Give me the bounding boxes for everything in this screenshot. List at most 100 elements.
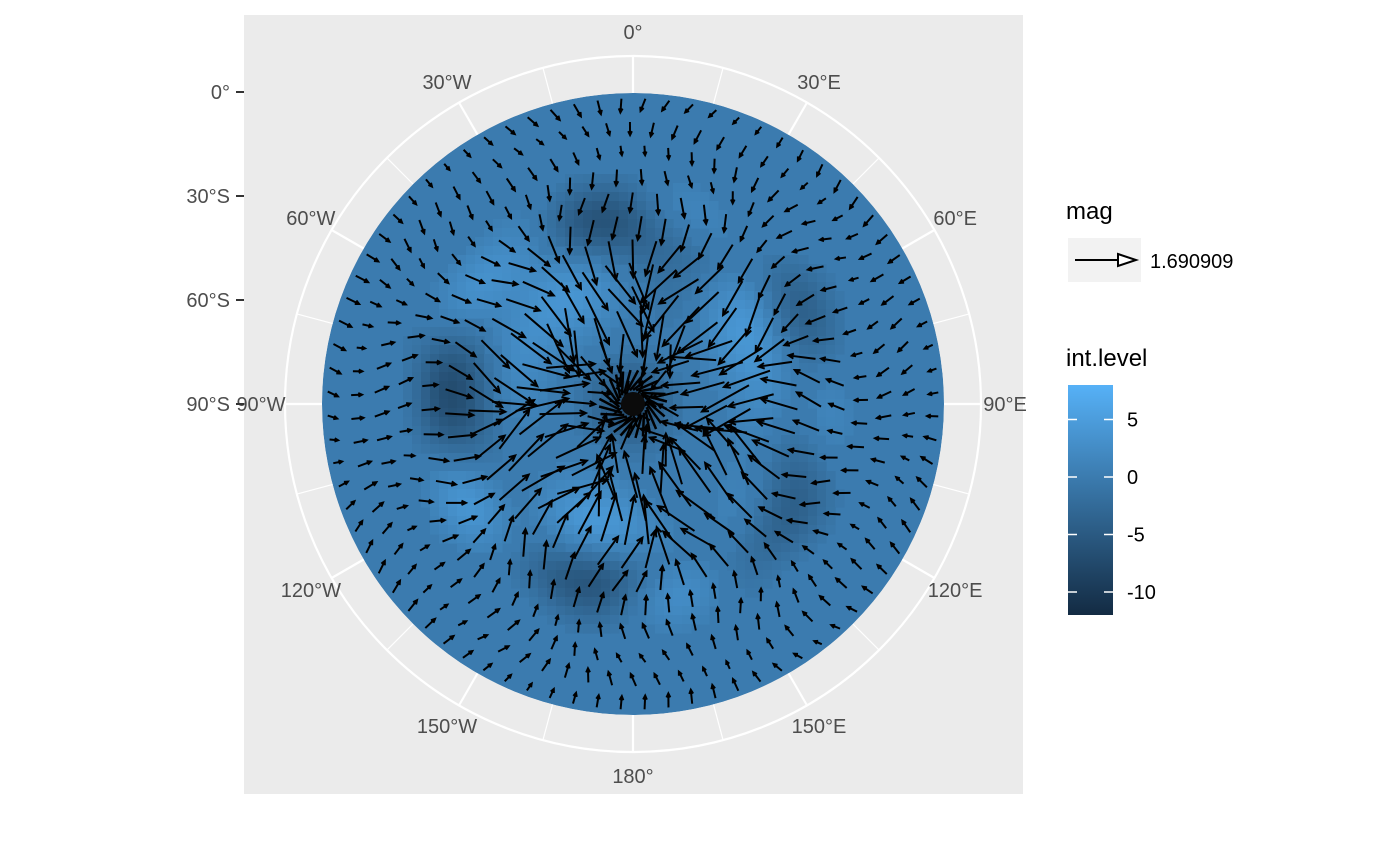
fill-cell	[709, 345, 719, 355]
fill-cell	[538, 543, 548, 553]
fill-cell	[655, 597, 665, 607]
vector-shaft	[796, 293, 815, 306]
vector-head	[658, 238, 666, 247]
vector-shaft	[357, 460, 372, 468]
vector-shaft	[693, 129, 702, 144]
vector-head	[860, 585, 868, 591]
vector-shaft	[655, 314, 665, 360]
vector-head	[834, 576, 841, 583]
fill-cell	[646, 588, 656, 598]
vector-shaft	[764, 543, 777, 561]
fill-cell	[601, 543, 611, 553]
vector-head	[468, 649, 475, 656]
vector-shaft	[744, 518, 767, 538]
fill-cell	[646, 282, 656, 292]
fill-cell	[529, 543, 539, 553]
fill-cell	[772, 291, 782, 301]
fill-cell	[790, 327, 800, 337]
fill-cell	[511, 291, 521, 301]
vector-head	[550, 686, 555, 693]
vector-shaft	[604, 265, 636, 304]
fill-cell	[529, 570, 539, 580]
vector-head	[518, 331, 528, 339]
fill-cell	[799, 354, 809, 364]
vector-head	[731, 119, 738, 126]
vector-shaft	[657, 245, 681, 273]
fill-cell	[709, 282, 719, 292]
fill-cell	[763, 462, 773, 472]
vector-shaft	[462, 475, 487, 485]
fill-cell	[583, 552, 593, 562]
vector-head	[845, 605, 852, 611]
fill-cell	[601, 399, 611, 409]
fill-cell	[790, 453, 800, 463]
fill-cell	[430, 435, 440, 445]
vector-head	[792, 587, 798, 595]
vector-head	[687, 588, 694, 596]
vector-shaft	[584, 246, 598, 285]
vector-shaft	[734, 625, 739, 641]
longitude-tick-label: 90°E	[983, 394, 1027, 416]
fill-cell	[574, 345, 584, 355]
fill-cell	[637, 201, 647, 211]
fill-cell	[421, 327, 431, 337]
vector-head	[611, 534, 620, 544]
fill-cell	[574, 426, 584, 436]
fill-cell	[601, 561, 611, 571]
vector-head	[833, 187, 839, 194]
fill-cell	[466, 264, 476, 274]
fill-cell	[448, 354, 458, 364]
vector-head	[711, 167, 718, 175]
vector-head	[495, 400, 505, 409]
fill-cell	[763, 408, 773, 418]
fill-cell	[799, 552, 809, 562]
fill-cell	[736, 390, 746, 400]
fill-cell	[664, 570, 674, 580]
fill-cell	[475, 417, 485, 427]
vector-head	[563, 328, 573, 337]
vector-shaft	[437, 272, 449, 284]
vector-shaft	[403, 238, 412, 252]
vector-shaft	[635, 571, 648, 593]
vector-head	[775, 574, 782, 581]
fill-cell	[403, 381, 413, 391]
vector-head	[504, 645, 511, 651]
fill-cell	[493, 336, 503, 346]
fill-cell	[799, 534, 809, 544]
vector-shaft	[503, 516, 514, 542]
vector-shaft	[751, 177, 760, 192]
fill-cell	[835, 291, 845, 301]
fill-cell	[448, 309, 458, 319]
fill-cell	[682, 210, 692, 220]
fill-cell	[619, 498, 629, 508]
fill-cell	[808, 462, 818, 472]
fill-cell	[511, 255, 521, 265]
vector-shaft	[670, 405, 704, 409]
fill-cell	[538, 309, 548, 319]
vector-shaft	[607, 288, 644, 327]
fill-cell	[646, 264, 656, 274]
vector-head	[599, 591, 606, 599]
vector-shaft	[434, 202, 442, 216]
vector-head	[886, 258, 894, 265]
fill-cell	[637, 507, 647, 517]
vector-shaft	[684, 404, 728, 429]
fill-cell	[457, 534, 467, 544]
fill-cell	[475, 507, 485, 517]
fill-cell	[763, 354, 773, 364]
fill-cell	[610, 579, 620, 589]
fill-cell	[682, 201, 692, 211]
fill-cell	[583, 498, 593, 508]
fill-cell	[601, 597, 611, 607]
fill-cell	[475, 381, 485, 391]
fill-cell	[601, 237, 611, 247]
vector-shaft	[611, 216, 619, 239]
fill-cell	[457, 372, 467, 382]
fill-cell	[664, 579, 674, 589]
fill-cell	[628, 534, 638, 544]
fill-cell	[421, 417, 431, 427]
fill-cell	[520, 552, 530, 562]
fill-cell	[619, 525, 629, 535]
fill-cell	[457, 255, 467, 265]
vector-head	[555, 339, 565, 348]
